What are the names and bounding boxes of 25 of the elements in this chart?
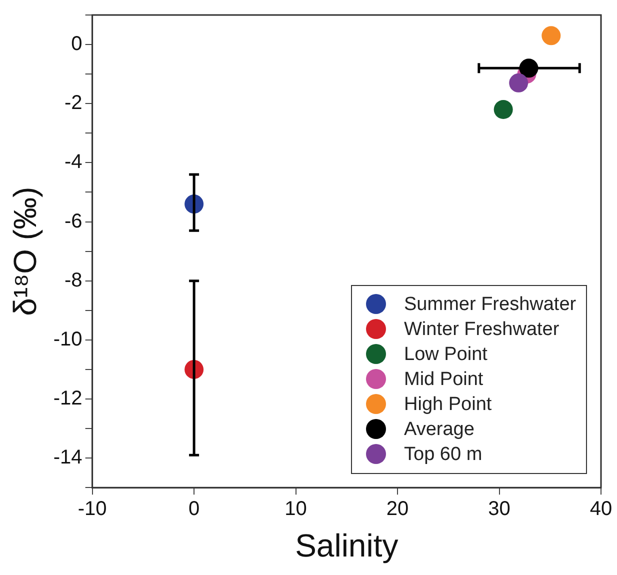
- x-tick-label: 20: [386, 498, 409, 520]
- y-tick-label: -12: [53, 388, 82, 410]
- legend-label: Average: [404, 418, 474, 442]
- y-axis-title: δ¹⁸O (‰): [7, 186, 44, 316]
- y-tick-label: -10: [53, 328, 82, 350]
- x-tick-label: 10: [284, 498, 307, 520]
- x-axis-title: Salinity: [295, 528, 398, 564]
- y-tick-label: -8: [64, 269, 82, 292]
- legend-label: Summer Freshwater: [404, 292, 576, 317]
- legend-label: Low Point: [404, 342, 488, 367]
- x-tick-label: 30: [488, 498, 510, 520]
- legend-label: Top 60 m: [404, 442, 482, 467]
- y-tick-label: -4: [64, 151, 82, 174]
- legend-label: Winter Freshwater: [404, 318, 560, 342]
- legend-label: Mid Point: [404, 368, 484, 392]
- y-tick-label: -2: [64, 92, 82, 114]
- x-tick-label: 0: [188, 498, 200, 520]
- y-tick-label: -14: [53, 446, 82, 469]
- point: [509, 73, 528, 92]
- y-tick-label: -6: [64, 210, 82, 232]
- legend-label: High Point: [404, 392, 492, 417]
- point: [542, 26, 561, 46]
- point: [494, 100, 513, 120]
- y-tick-label: 0: [71, 33, 82, 56]
- x-tick-label: 40: [590, 498, 612, 520]
